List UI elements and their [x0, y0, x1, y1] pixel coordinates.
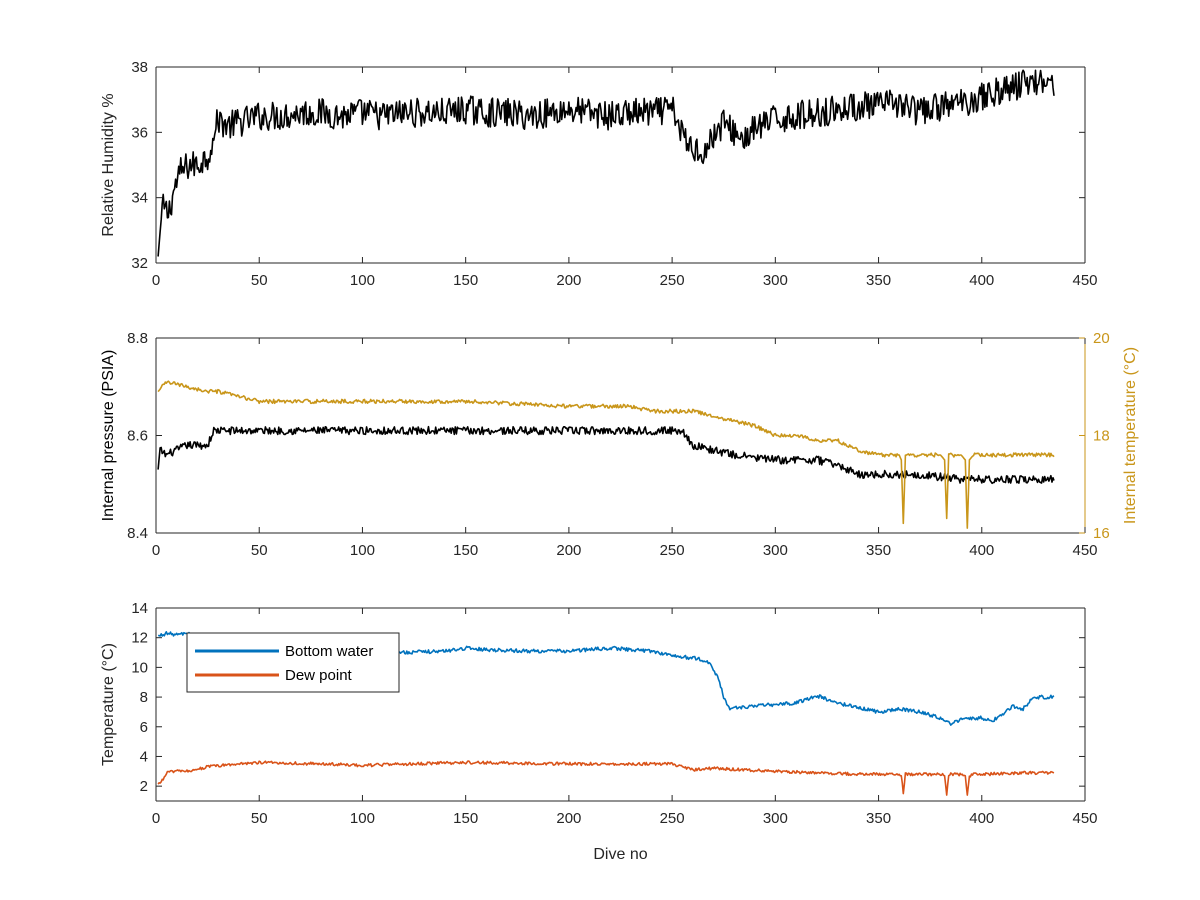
y-tick-label: 36 — [131, 124, 148, 141]
y-tick-label: 8.8 — [127, 330, 148, 347]
x-tick-label: 150 — [453, 542, 478, 559]
chart-panel-3: 0 50 100 150 200 250 300 350 400 450 2 4 6 8 10 12 14 Tem… — [100, 600, 1098, 863]
x-tick-label: 50 — [251, 810, 268, 827]
y-tick-label: 4 — [140, 748, 148, 765]
y-tick-label: 6 — [140, 719, 148, 736]
legend-label-1: Bottom water — [285, 643, 373, 660]
y-tick-label: 2 — [140, 778, 148, 795]
x-tick-label: 200 — [556, 810, 581, 827]
y-right-tick-label: 18 — [1093, 428, 1110, 445]
x-tick-label: 400 — [969, 810, 994, 827]
x-tick-label: 450 — [1072, 542, 1097, 559]
x-tick-label: 0 — [152, 810, 160, 827]
x-tick-label: 350 — [866, 542, 891, 559]
charts: 0 50 100 150 200 250 300 350 400 45032343638Relat… — [100, 59, 1139, 863]
x-tick-label: 300 — [763, 272, 788, 289]
x-tick-label: 0 — [152, 272, 160, 289]
x-tick-label: 350 — [866, 272, 891, 289]
chart-panel-2: 0 50 100 150 200 250 300 350 400 450 8.4 8.6 8.8 16 18… — [100, 330, 1139, 559]
x-tick-label: 300 — [763, 542, 788, 559]
y-tick-label: 12 — [131, 630, 148, 647]
x-tick-label: 450 — [1072, 810, 1097, 827]
y-axis-label-right: Internal temperature (°C) — [1122, 347, 1139, 524]
x-tick-label: 200 — [556, 272, 581, 289]
series-line-2 — [157, 380, 1055, 529]
y-tick-label: 14 — [131, 600, 148, 617]
x-tick-label: 250 — [660, 810, 685, 827]
y-tick-label: 8.4 — [127, 525, 148, 542]
series-line-1 — [157, 69, 1055, 257]
legend-box — [186, 632, 400, 693]
x-tick-label: 100 — [350, 272, 375, 289]
y-tick-label: 8.6 — [127, 428, 148, 445]
x-tick-label: 100 — [350, 542, 375, 559]
x-tick-label: 400 — [969, 542, 994, 559]
y-tick-label: 34 — [131, 190, 148, 207]
chart-panel-1: 0 50 100 150 200 250 300 350 400 450 32 34 36 38 Relat… — [100, 59, 1098, 289]
x-tick-label: 350 — [866, 810, 891, 827]
y-tick-label: 38 — [131, 59, 148, 76]
y-tick-label: 8 — [140, 689, 148, 706]
x-tick-label: 450 — [1072, 272, 1097, 289]
y-right-tick-label: 16 — [1093, 525, 1110, 542]
x-tick-label: 250 — [660, 272, 685, 289]
x-tick-label: 300 — [763, 810, 788, 827]
x-tick-label: 150 — [453, 810, 478, 827]
legend: Bottom water Dew point — [186, 632, 400, 693]
x-tick-label: 400 — [969, 272, 994, 289]
y-axis-label: Relative Humidity % — [100, 93, 117, 236]
y-tick-label: 10 — [131, 659, 148, 676]
x-tick-label: 50 — [251, 272, 268, 289]
x-tick-label: 50 — [251, 542, 268, 559]
y-right-tick-label: 20 — [1093, 330, 1110, 347]
x-tick-label: 150 — [453, 272, 478, 289]
x-tick-label: 200 — [556, 542, 581, 559]
x-tick-label: 100 — [350, 810, 375, 827]
y-axis-label: Temperature (°C) — [100, 643, 117, 766]
x-axis-label: Dive no — [593, 846, 647, 863]
x-tick-label: 250 — [660, 542, 685, 559]
y-tick-label: 32 — [131, 255, 148, 272]
x-tick-label: 0 — [152, 542, 160, 559]
series-line-2 — [157, 760, 1055, 796]
y-axis-label: Internal pressure (PSIA) — [100, 350, 117, 522]
legend-label-2: Dew point — [285, 667, 353, 684]
